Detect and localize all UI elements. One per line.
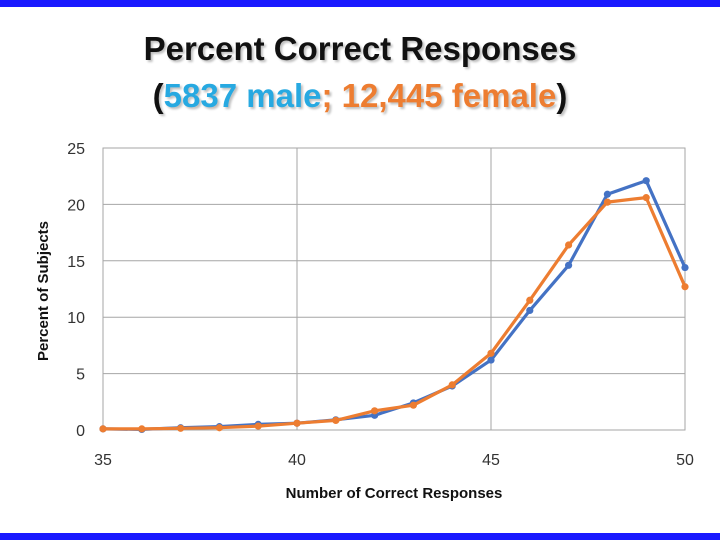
chart-title: Percent Correct Responses xyxy=(143,30,577,67)
subtitle-separator: ; xyxy=(321,77,342,114)
y-tick-label: 5 xyxy=(76,367,85,384)
female-data-point xyxy=(526,296,534,304)
plot-area-border xyxy=(102,147,686,431)
female-data-point xyxy=(138,425,146,433)
grid xyxy=(102,147,686,431)
female-data-point xyxy=(99,425,107,433)
series xyxy=(99,177,689,434)
axes: 0 5 10 15 20 25 35 40 45 50 xyxy=(67,141,694,469)
female-data-point xyxy=(293,419,301,427)
female-data-point xyxy=(332,416,340,425)
chart-subtitle: (5837 male; 12,445 female) xyxy=(0,77,720,115)
female-series-line xyxy=(103,196,687,431)
female-data-point xyxy=(177,424,185,432)
x-tick-label: 50 xyxy=(676,452,694,469)
female-data-point xyxy=(565,241,573,249)
y-tick-label: 25 xyxy=(67,141,85,158)
subtitle-female-count: 12,445 female xyxy=(341,77,557,114)
male-data-point xyxy=(565,261,573,269)
female-data-point xyxy=(409,401,417,409)
subtitle-close-paren: ) xyxy=(556,77,568,114)
male-data-point xyxy=(642,177,650,185)
y-tick-label: 0 xyxy=(76,423,85,440)
male-data-point xyxy=(681,263,689,272)
male-data-point xyxy=(487,356,495,364)
top-frame-bar xyxy=(0,0,720,7)
y-tick-label: 15 xyxy=(67,254,85,271)
y-tick-label: 10 xyxy=(67,310,85,327)
female-data-point xyxy=(487,349,495,357)
x-axis-title: Number of Correct Responses xyxy=(286,485,503,502)
female-data-point xyxy=(254,422,262,430)
y-tick-label: 20 xyxy=(67,197,85,214)
x-tick-label: 45 xyxy=(482,452,500,469)
subtitle-male-count: 5837 male xyxy=(163,77,322,114)
female-data-point xyxy=(215,424,223,432)
male-data-point xyxy=(526,306,534,315)
subtitle-open-paren: ( xyxy=(152,77,164,114)
female-data-point xyxy=(371,407,379,415)
female-data-point xyxy=(603,198,612,206)
male-data-point xyxy=(603,190,612,198)
bottom-frame-bar xyxy=(0,533,720,540)
x-tick-label: 40 xyxy=(288,452,306,469)
female-data-point xyxy=(448,381,456,389)
female-data-point xyxy=(681,283,689,291)
x-tick-label: 35 xyxy=(94,452,112,469)
female-data-point xyxy=(642,194,650,202)
y-axis-title: Percent of Subjects xyxy=(35,221,52,361)
male-series-line xyxy=(102,179,687,431)
